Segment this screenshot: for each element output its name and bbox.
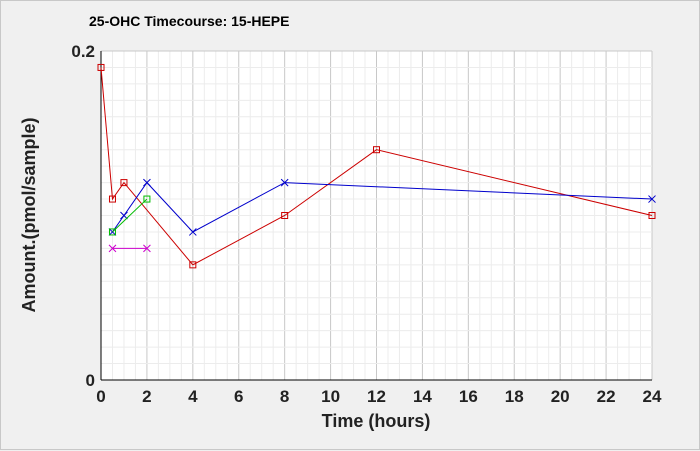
x-tick-label: 4 bbox=[188, 387, 198, 406]
x-tick-label: 14 bbox=[413, 387, 432, 406]
series-1 bbox=[97, 63, 656, 269]
data-point-marker bbox=[108, 195, 116, 203]
data-point-marker bbox=[97, 63, 105, 71]
data-point-marker bbox=[108, 228, 116, 236]
data-point-marker bbox=[281, 212, 289, 219]
x-tick-label: 18 bbox=[505, 387, 524, 406]
data-point-marker bbox=[120, 179, 128, 187]
x-tick-label: 12 bbox=[367, 387, 386, 406]
x-tick-label: 16 bbox=[459, 387, 478, 406]
x-axis-label: Time (hours) bbox=[322, 411, 431, 431]
x-tick-label: 6 bbox=[234, 387, 243, 406]
x-tick-label: 10 bbox=[321, 387, 340, 406]
x-tick-label: 8 bbox=[280, 387, 289, 406]
chart-title: 25-OHC Timecourse: 15-HEPE bbox=[89, 13, 289, 29]
data-point-marker bbox=[143, 195, 151, 203]
series-line bbox=[112, 198, 148, 233]
grid bbox=[101, 50, 653, 380]
data-point-marker bbox=[120, 211, 128, 220]
x-tick-label: 2 bbox=[142, 387, 151, 406]
y-tick-label: 0 bbox=[86, 371, 95, 390]
data-point-marker bbox=[373, 146, 380, 154]
data-point-marker bbox=[280, 178, 289, 187]
axes bbox=[100, 51, 652, 381]
x-tick-label: 22 bbox=[597, 387, 616, 406]
x-tick-label: 20 bbox=[551, 387, 570, 406]
data-point-marker bbox=[648, 195, 656, 203]
series-2 bbox=[108, 178, 656, 236]
series-4 bbox=[108, 244, 151, 253]
x-tick-label: 24 bbox=[643, 387, 662, 406]
series-3 bbox=[108, 195, 151, 236]
y-tick-label: 0.2 bbox=[71, 42, 95, 61]
x-tick-label: 0 bbox=[96, 387, 105, 406]
data-point-marker bbox=[143, 244, 151, 253]
data-point-marker bbox=[188, 228, 197, 236]
data-point-marker bbox=[108, 244, 117, 253]
series-layer bbox=[97, 63, 656, 269]
series-line bbox=[100, 67, 653, 266]
data-point-marker bbox=[189, 261, 197, 269]
y-axis-label: Amount.(pmol/sample) bbox=[19, 117, 39, 312]
series-line bbox=[112, 181, 653, 233]
data-point-marker bbox=[648, 212, 656, 219]
data-point-marker bbox=[143, 178, 151, 187]
